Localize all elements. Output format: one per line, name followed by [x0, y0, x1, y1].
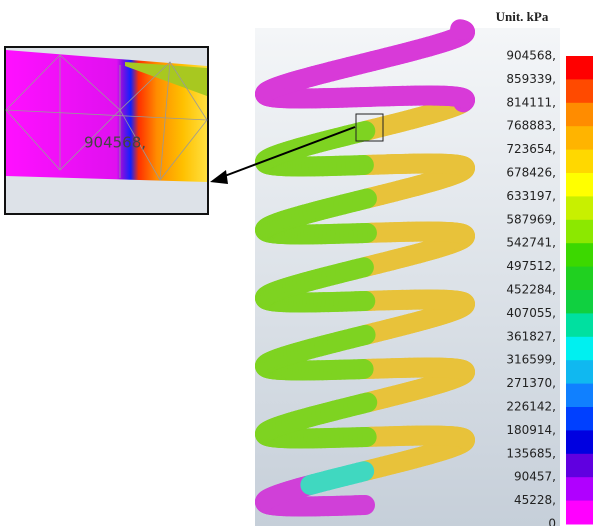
legend-label: 452284, — [506, 283, 556, 297]
coil-segment — [359, 267, 364, 268]
coil-segment — [361, 131, 366, 132]
legend-swatch — [566, 501, 593, 525]
legend-swatch — [566, 337, 593, 361]
legend-label: 633197, — [506, 189, 556, 203]
coil-segment — [361, 335, 366, 336]
legend-label: 0 — [548, 517, 556, 527]
legend-swatch — [566, 313, 593, 337]
legend-label: 45228, — [514, 493, 556, 507]
legend-label: 135685, — [506, 446, 556, 460]
coil-segment — [362, 199, 367, 200]
legend-label: 271370, — [506, 376, 556, 390]
coil-segment — [362, 402, 367, 403]
legend-label: 316599, — [506, 353, 556, 367]
legend-swatch — [566, 103, 593, 127]
arrow-head — [210, 170, 228, 184]
page: 904568, Unit. kPa 904568, 859339, 814111, 7… — [0, 0, 593, 526]
legend-label: 814111, — [506, 95, 556, 109]
legend-swatch — [566, 220, 593, 244]
legend-label: 587969, — [506, 212, 556, 226]
viewer: 904568, Unit. kPa 904568, 859339, 814111, 7… — [0, 0, 593, 526]
legend-label: 90457, — [514, 470, 556, 484]
legend-swatch — [566, 79, 593, 103]
legend: 904568, 859339, 814111, 768883, 723654, 67842… — [506, 49, 593, 527]
legend-swatch — [566, 243, 593, 267]
legend-label: 723654, — [506, 142, 556, 156]
legend-swatch — [566, 150, 593, 174]
legend-swatch — [566, 267, 593, 291]
legend-swatch — [566, 430, 593, 454]
legend-label: 497512, — [506, 259, 556, 273]
legend-swatch — [566, 454, 593, 478]
legend-label: 361827, — [506, 329, 556, 343]
legend-swatch — [566, 407, 593, 431]
legend-label: 542741, — [506, 236, 556, 250]
legend-swatch — [566, 126, 593, 150]
legend-unit: Unit. kPa — [496, 9, 549, 24]
legend-swatch — [566, 196, 593, 220]
legend-swatch — [566, 290, 593, 314]
legend-label: 768883, — [506, 119, 556, 133]
legend-swatch — [566, 56, 593, 80]
legend-swatch — [566, 360, 593, 384]
legend-label: 859339, — [506, 72, 556, 86]
legend-swatch — [566, 477, 593, 501]
legend-label: 407055, — [506, 306, 556, 320]
legend-label: 678426, — [506, 166, 556, 180]
legend-label: 180914, — [506, 423, 556, 437]
zoom-label: 904568, — [84, 134, 146, 152]
legend-swatch — [566, 384, 593, 408]
legend-label: 904568, — [506, 49, 556, 63]
coil-segment — [359, 471, 364, 472]
legend-swatch — [566, 173, 593, 197]
coil-segment — [359, 63, 364, 64]
legend-label: 226142, — [506, 400, 556, 414]
